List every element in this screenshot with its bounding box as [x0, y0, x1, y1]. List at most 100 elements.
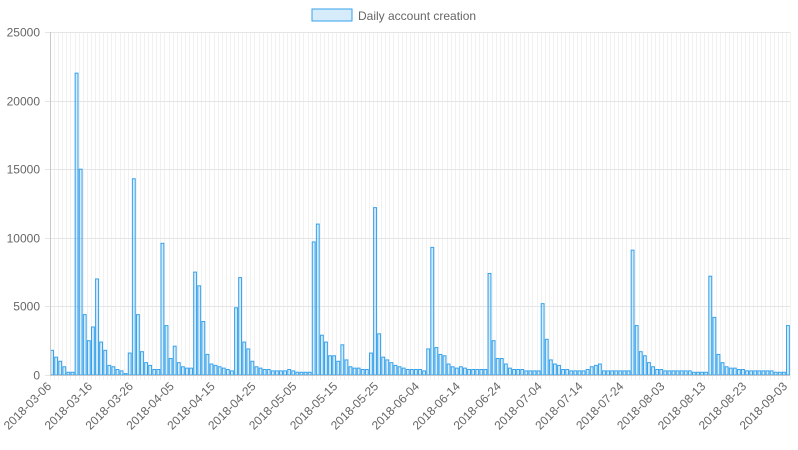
- bar[interactable]: [107, 364, 112, 376]
- bar[interactable]: [602, 370, 606, 376]
- bar[interactable]: [671, 370, 676, 376]
- bar[interactable]: [540, 303, 545, 376]
- bar[interactable]: [238, 277, 243, 376]
- bar[interactable]: [593, 364, 598, 376]
- bar[interactable]: [647, 362, 651, 376]
- bar[interactable]: [732, 367, 737, 376]
- bar[interactable]: [728, 367, 733, 376]
- bar[interactable]: [430, 246, 435, 376]
- bar[interactable]: [270, 370, 275, 376]
- bar[interactable]: [193, 271, 198, 376]
- bar[interactable]: [548, 359, 553, 376]
- bar[interactable]: [422, 370, 427, 376]
- bar[interactable]: [70, 371, 75, 376]
- bar[interactable]: [532, 370, 537, 376]
- bar[interactable]: [761, 370, 766, 376]
- bar[interactable]: [577, 370, 582, 376]
- bar[interactable]: [279, 370, 283, 376]
- bar[interactable]: [691, 371, 696, 376]
- bar[interactable]: [512, 369, 516, 376]
- bar[interactable]: [405, 369, 410, 376]
- bar[interactable]: [360, 369, 365, 376]
- bar[interactable]: [91, 326, 95, 376]
- bar[interactable]: [352, 367, 357, 376]
- bar[interactable]: [438, 353, 443, 376]
- bar[interactable]: [409, 369, 414, 376]
- bar[interactable]: [565, 369, 570, 376]
- bar[interactable]: [442, 355, 447, 376]
- bar[interactable]: [299, 371, 304, 376]
- bar[interactable]: [344, 359, 349, 376]
- bar[interactable]: [450, 366, 455, 376]
- bar[interactable]: [749, 370, 754, 376]
- bar[interactable]: [221, 367, 226, 376]
- bar[interactable]: [413, 369, 418, 376]
- bar[interactable]: [618, 370, 623, 376]
- bar[interactable]: [78, 168, 83, 376]
- bar[interactable]: [381, 356, 386, 376]
- bar[interactable]: [385, 359, 390, 376]
- bar[interactable]: [610, 370, 615, 376]
- bar[interactable]: [148, 364, 153, 376]
- bar[interactable]: [446, 363, 451, 376]
- bar[interactable]: [66, 371, 71, 376]
- bar[interactable]: [581, 370, 586, 376]
- bar[interactable]: [246, 348, 251, 376]
- bar[interactable]: [687, 370, 692, 376]
- bar[interactable]: [156, 369, 161, 376]
- bar[interactable]: [536, 370, 541, 376]
- bar[interactable]: [397, 366, 402, 376]
- bar[interactable]: [254, 366, 259, 376]
- bar[interactable]: [54, 356, 59, 376]
- bar[interactable]: [696, 371, 700, 376]
- bar[interactable]: [663, 370, 668, 376]
- bar[interactable]: [127, 352, 132, 376]
- bar[interactable]: [319, 334, 324, 376]
- bar[interactable]: [708, 275, 713, 376]
- bar[interactable]: [225, 369, 230, 376]
- bar[interactable]: [356, 367, 361, 376]
- bar[interactable]: [287, 369, 292, 376]
- bar[interactable]: [115, 369, 120, 376]
- bar[interactable]: [140, 351, 144, 376]
- bar[interactable]: [667, 370, 672, 376]
- bar[interactable]: [483, 369, 488, 376]
- bar[interactable]: [262, 369, 267, 376]
- bar[interactable]: [389, 362, 394, 376]
- bar[interactable]: [95, 278, 99, 376]
- bar[interactable]: [176, 362, 181, 376]
- bar[interactable]: [475, 369, 480, 376]
- bar[interactable]: [135, 314, 140, 376]
- bar[interactable]: [168, 358, 173, 376]
- bar[interactable]: [622, 370, 627, 376]
- bar[interactable]: [597, 363, 602, 376]
- bar[interactable]: [213, 364, 218, 376]
- bar[interactable]: [544, 338, 549, 376]
- bar[interactable]: [274, 370, 279, 376]
- bar[interactable]: [336, 360, 341, 376]
- bar[interactable]: [401, 367, 406, 376]
- bar[interactable]: [303, 371, 308, 376]
- bar[interactable]: [160, 242, 165, 376]
- bar[interactable]: [765, 370, 770, 376]
- bar[interactable]: [471, 369, 476, 376]
- bar[interactable]: [103, 349, 108, 376]
- bar[interactable]: [736, 369, 741, 376]
- bar[interactable]: [561, 369, 566, 376]
- bar[interactable]: [777, 371, 782, 376]
- bar[interactable]: [724, 366, 729, 376]
- bar[interactable]: [704, 371, 709, 376]
- bar[interactable]: [340, 344, 345, 376]
- bar[interactable]: [197, 285, 202, 376]
- bar[interactable]: [426, 348, 431, 376]
- bar[interactable]: [328, 355, 332, 376]
- bar[interactable]: [614, 370, 619, 376]
- bar[interactable]: [434, 347, 439, 376]
- bar[interactable]: [741, 369, 745, 376]
- bar[interactable]: [655, 369, 660, 376]
- bar[interactable]: [348, 366, 353, 376]
- bar[interactable]: [683, 370, 688, 376]
- bar[interactable]: [74, 72, 79, 376]
- bar[interactable]: [487, 272, 492, 376]
- bar[interactable]: [189, 367, 193, 376]
